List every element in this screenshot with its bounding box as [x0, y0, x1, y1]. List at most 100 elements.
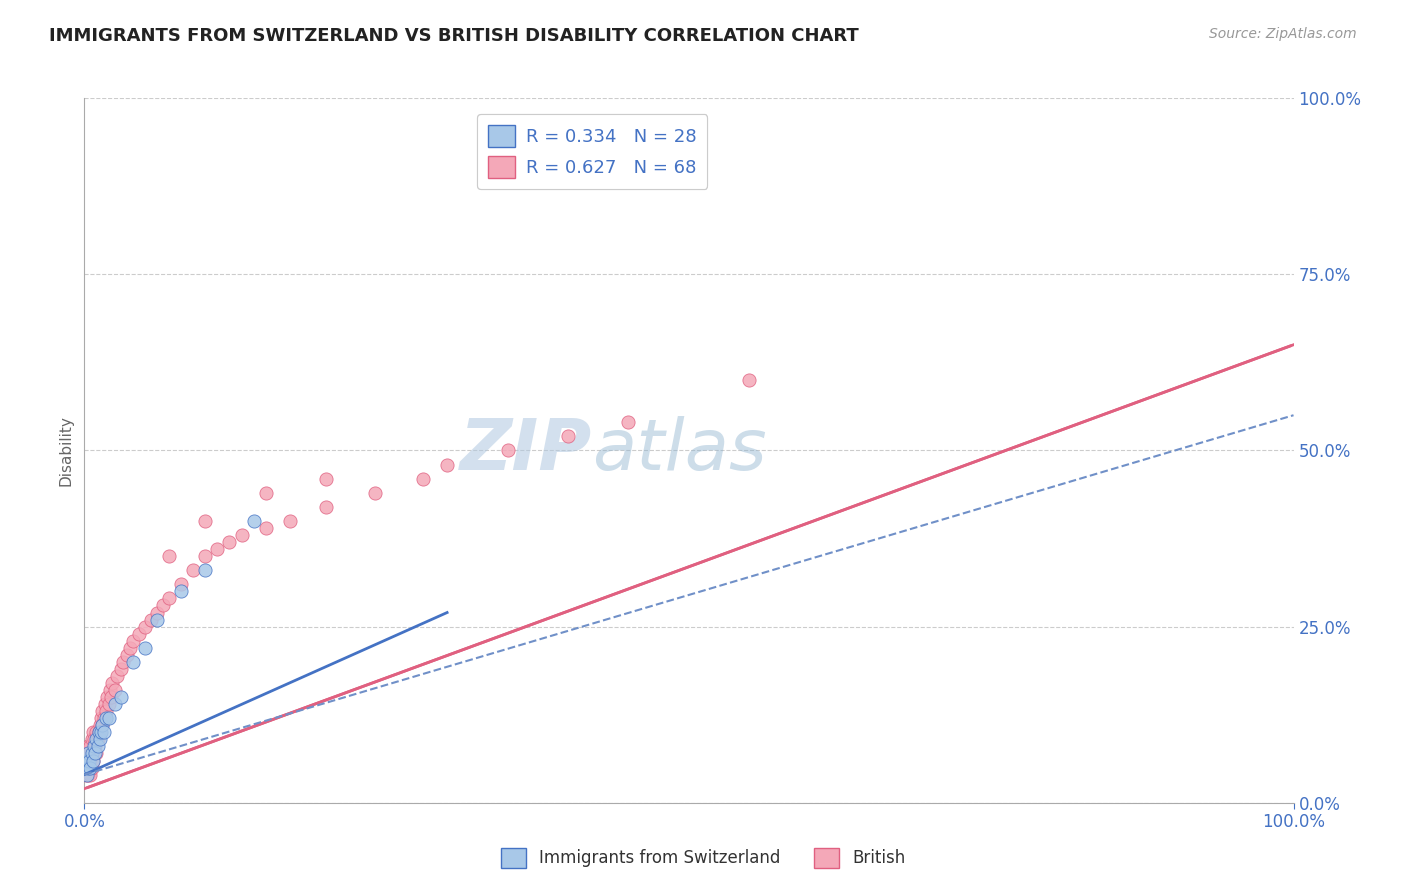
Point	[84, 739, 107, 754]
Point	[87, 725, 110, 739]
Point	[76, 760, 98, 774]
Point	[134, 640, 156, 655]
Point	[170, 584, 193, 599]
Point	[194, 549, 217, 564]
Point	[79, 754, 101, 768]
Point	[617, 415, 640, 429]
Point	[101, 676, 124, 690]
Point	[79, 739, 101, 754]
Point	[436, 458, 458, 472]
Point	[170, 577, 193, 591]
Point	[77, 747, 100, 761]
Point	[80, 732, 103, 747]
Point	[496, 443, 519, 458]
Point	[231, 528, 253, 542]
Point	[83, 732, 105, 747]
Point	[91, 718, 114, 732]
Point	[91, 704, 114, 718]
Point	[94, 697, 117, 711]
Point	[93, 711, 115, 725]
Point	[77, 767, 100, 781]
Point	[104, 683, 127, 698]
Text: Source: ZipAtlas.com: Source: ZipAtlas.com	[1209, 27, 1357, 41]
Point	[254, 485, 277, 500]
Text: ZIP: ZIP	[460, 416, 592, 485]
Point	[146, 613, 169, 627]
Point	[90, 725, 112, 739]
Point	[80, 760, 103, 774]
Point	[152, 599, 174, 613]
Point	[77, 739, 100, 754]
Point	[104, 697, 127, 711]
Point	[86, 747, 108, 761]
Point	[128, 626, 150, 640]
Point	[105, 669, 128, 683]
Point	[181, 563, 204, 577]
Point	[146, 606, 169, 620]
Point	[97, 697, 120, 711]
Point	[82, 754, 104, 768]
Point	[76, 747, 98, 761]
Point	[89, 732, 111, 747]
Point	[315, 472, 337, 486]
Point	[84, 747, 107, 761]
Y-axis label: Disability: Disability	[58, 415, 73, 486]
Point	[86, 732, 108, 747]
Point	[93, 725, 115, 739]
Point	[75, 767, 97, 781]
Point	[77, 754, 100, 768]
Point	[242, 514, 264, 528]
Point	[120, 640, 142, 655]
Text: atlas: atlas	[592, 416, 766, 485]
Point	[80, 747, 103, 761]
Point	[76, 767, 98, 781]
Point	[94, 704, 117, 718]
Point	[412, 472, 434, 486]
Point	[83, 739, 105, 754]
Point	[94, 711, 117, 725]
Point	[82, 754, 104, 768]
Point	[77, 760, 100, 774]
Point	[96, 690, 118, 705]
Point	[77, 760, 100, 774]
Point	[75, 754, 97, 768]
Point	[91, 718, 114, 732]
Point	[218, 535, 240, 549]
Point	[98, 683, 121, 698]
Point	[110, 690, 132, 705]
Point	[86, 732, 108, 747]
Point	[115, 648, 138, 662]
Point	[363, 485, 385, 500]
Point	[134, 619, 156, 633]
Point	[90, 711, 112, 725]
Point	[97, 711, 120, 725]
Point	[207, 542, 229, 557]
Point	[82, 725, 104, 739]
Point	[738, 373, 761, 387]
Point	[86, 725, 108, 739]
Point	[315, 500, 337, 514]
Point	[83, 747, 105, 761]
Point	[121, 655, 143, 669]
Point	[254, 521, 277, 535]
Point	[77, 754, 100, 768]
Point	[79, 767, 101, 781]
Point	[86, 739, 108, 754]
Point	[76, 754, 98, 768]
Text: IMMIGRANTS FROM SWITZERLAND VS BRITISH DISABILITY CORRELATION CHART: IMMIGRANTS FROM SWITZERLAND VS BRITISH D…	[49, 27, 859, 45]
Point	[194, 514, 217, 528]
Point	[278, 514, 301, 528]
Point	[557, 429, 579, 443]
Point	[79, 760, 101, 774]
Point	[77, 747, 100, 761]
Point	[157, 549, 180, 564]
Point	[75, 760, 97, 774]
Legend: R = 0.334   N = 28, R = 0.627   N = 68: R = 0.334 N = 28, R = 0.627 N = 68	[477, 114, 707, 189]
Point	[157, 591, 180, 606]
Legend: Immigrants from Switzerland, British: Immigrants from Switzerland, British	[494, 841, 912, 875]
Point	[87, 725, 110, 739]
Point	[112, 655, 135, 669]
Point	[110, 662, 132, 676]
Point	[121, 633, 143, 648]
Point	[89, 718, 111, 732]
